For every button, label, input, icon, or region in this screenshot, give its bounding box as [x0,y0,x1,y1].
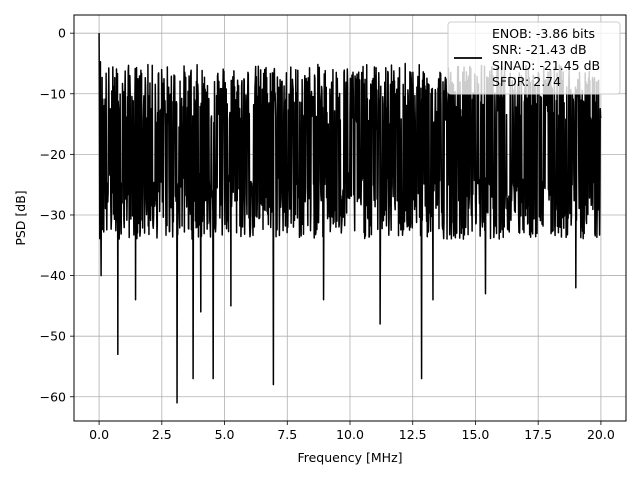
x-tick-label: 10.0 [336,427,364,442]
y-tick-label: −60 [40,389,66,404]
x-axis-ticks: 0.0 2.5 5.0 7.5 10.0 12.5 15.0 17.5 20.0 [89,421,615,442]
y-axis-ticks: 0 −10 −20 −30 −40 −50 −60 [40,26,74,404]
legend-box [447,21,621,95]
x-tick-label: 15.0 [462,427,490,442]
y-tick-label: −30 [40,207,66,222]
x-tick-label: 12.5 [399,427,427,442]
legend-series-label: ENOB: -3.86 bits SNR: -21.43 dB SINAD: -21… [492,26,600,89]
legend: ENOB: -3.86 bits SNR: -21.43 dB SINAD: -21… [447,21,621,95]
x-tick-label: 20.0 [587,427,615,442]
legend-line-1: SNR: -21.43 dB [492,42,587,57]
x-tick-label: 17.5 [524,427,552,442]
x-tick-label: 7.5 [277,427,297,442]
x-tick-label: 2.5 [152,427,172,442]
x-tick-label: 5.0 [215,427,235,442]
y-axis-label: PSD [dB] [13,190,28,245]
psd-series-line [98,33,602,404]
legend-line-0: ENOB: -3.86 bits [492,26,595,41]
legend-line-3: SFDR: 2.74 [492,74,561,89]
x-axis-label: Frequency [MHz] [297,450,402,465]
y-tick-label: −10 [40,86,66,101]
y-tick-label: 0 [58,26,66,41]
series-layer [98,33,602,404]
x-tick-label: 0.0 [89,427,109,442]
y-tick-label: −50 [40,329,66,344]
legend-line-2: SINAD: -21.45 dB [492,58,600,73]
y-tick-label: −40 [40,268,66,283]
y-tick-label: −20 [40,147,66,162]
